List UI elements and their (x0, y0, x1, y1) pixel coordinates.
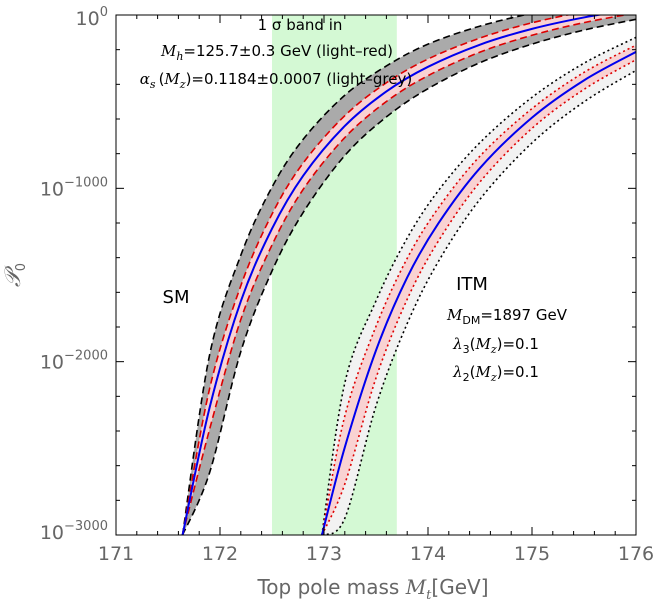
y-axis-label: 𝒫0 (1, 263, 29, 287)
annotation-band-title: 1 σ band in (258, 16, 343, 34)
x-tick-label: 172 (202, 543, 238, 565)
y-tick-label: 10−2000 (40, 349, 108, 374)
y-tick-labels: 100 10−1000 10−2000 10−3000 (40, 5, 108, 544)
y-tick-label: 100 (76, 5, 108, 30)
x-tick-label: 175 (514, 543, 550, 565)
itm-central-line (320, 51, 636, 535)
x-tick-label: 171 (98, 543, 134, 565)
uncertainty-bands (182, 15, 636, 535)
y-tick-label: 10−3000 (40, 519, 108, 544)
annotation-dm-mass: MDM=1897 GeV (446, 306, 568, 327)
curves (181, 15, 636, 535)
sm-central-line (181, 15, 604, 535)
x-axis-label: Top pole mass Mt[GeV] (256, 575, 488, 601)
x-tick-label: 176 (618, 543, 654, 565)
plot-frame (115, 14, 637, 536)
axis-ticks (115, 14, 637, 536)
label-sm: SM (163, 287, 190, 308)
itm-black-dotted-lower (321, 69, 636, 535)
sm-red-dashed-lower (181, 15, 629, 535)
itm-red-dotted-upper (321, 44, 636, 535)
annotation-alpha-s: αs (Mz)=0.1184±0.0007 (light–grey) (140, 70, 412, 91)
itm-red-dotted-lower (321, 59, 636, 535)
y-tick-label: 10−1000 (40, 175, 108, 200)
label-itm: ITM (456, 274, 488, 295)
sm-red-dashed-upper (181, 15, 572, 535)
annotation-lambda2: λ2(Mz)=0.1 (452, 363, 539, 384)
x-tick-label: 173 (306, 543, 342, 565)
annotation-higgs-mass: Mh=125.7±0.3 GeV (light–red) (160, 42, 393, 63)
itm-black-dotted-upper (321, 36, 636, 535)
sm-black-dashed-upper (181, 15, 528, 535)
itm-grey-band (321, 37, 636, 535)
annotation-lambda3: λ3(Mz)=0.1 (452, 335, 539, 356)
x-tick-labels: 171 172 173 174 175 176 (98, 543, 654, 565)
x-tick-label: 174 (410, 543, 446, 565)
